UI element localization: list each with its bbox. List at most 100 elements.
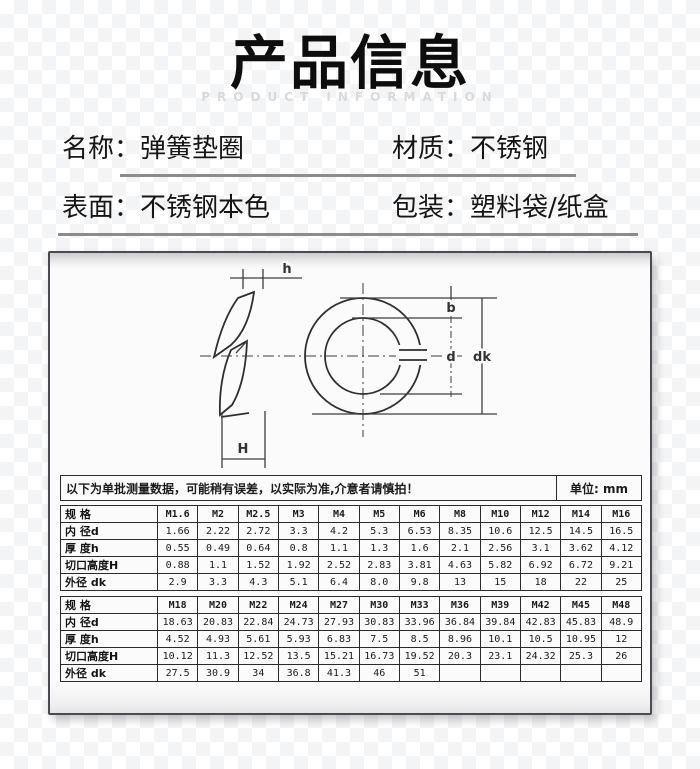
spec-table-small-sizes: 规 格 M1.6 M2 M2.5 M3 M4 M5 M6 M8 M10 M12 M14 M16 内 径d 1… — [60, 505, 643, 592]
spec-value-cell: 10.6 — [479, 522, 521, 541]
spec-size-cell: M27 — [318, 596, 360, 615]
spec-value-cell: 24.32 — [519, 647, 562, 666]
spec-value-cell: 36.84 — [439, 613, 481, 632]
spec-size-cell: M48 — [600, 596, 643, 615]
measurement-notice: 以下为单批测量数据，可能稍有误差，以实际为准,介意者请慎拍！ — [66, 481, 419, 496]
spec-value-cell: 1.1 — [197, 556, 239, 575]
spec-size-cell: M22 — [237, 596, 279, 615]
spec-value-cell: 2.1 — [439, 539, 481, 558]
spec-size-cell: M6 — [398, 505, 441, 524]
spec-value-cell: 7.5 — [358, 630, 400, 649]
spec-size-cell: M1.6 — [156, 505, 199, 524]
spec-value-cell: 1.92 — [277, 556, 320, 575]
spec-value-cell: 2.52 — [318, 556, 360, 575]
spec-value-cell: 8.96 — [439, 630, 481, 649]
spec-value-cell — [479, 664, 521, 683]
spec-value-cell: 3.62 — [560, 539, 602, 558]
spec-value-cell: 34 — [237, 664, 279, 683]
spec-table-row: 规 格 M18 M20 M22 M24 M27 M30 M33 M36 M39 M42 M45 M48 — [60, 596, 643, 615]
spec-value-cell: 18 — [519, 573, 562, 592]
spec-value-cell: 39.84 — [479, 613, 521, 632]
spring-washer-diagram: h H b d dk — [200, 261, 497, 469]
spec-table-row: 内 径d 18.63 20.83 22.84 24.73 27.93 30.83 33.96 3… — [60, 613, 643, 632]
spec-size-cell: M24 — [277, 596, 320, 615]
spec-size-cell: M2.5 — [237, 505, 279, 524]
spec-table-row: 厚 度h 4.52 4.93 5.61 5.93 6.83 7.5 8.5 8.96 10.1 10… — [60, 630, 643, 649]
spec-value-cell: 5.93 — [277, 630, 320, 649]
row-header: 切口高度H — [60, 556, 158, 575]
spec-value-cell: 4.63 — [439, 556, 481, 575]
spec-value-cell: 5.1 — [277, 573, 320, 592]
spec-value-cell: 10.12 — [156, 647, 199, 666]
spec-value-cell: 15 — [479, 573, 521, 592]
row-header: 外径 dk — [60, 664, 158, 683]
spec-value-cell: 9.8 — [398, 573, 441, 592]
spec-value-cell: 0.55 — [156, 539, 199, 558]
attribute-separator: ： — [114, 133, 141, 164]
spec-value-cell: 12 — [600, 630, 643, 649]
spec-value-cell: 10.1 — [479, 630, 521, 649]
spec-value-cell: 42.83 — [519, 613, 562, 632]
spec-value-cell: 1.1 — [318, 539, 360, 558]
row-header: 切口高度H — [60, 647, 158, 666]
spec-value-cell: 4.3 — [237, 573, 279, 592]
spec-value-cell — [519, 664, 562, 683]
dim-label-dk: dk — [473, 350, 491, 365]
row-header: 内 径d — [60, 613, 158, 632]
spec-size-cell: M10 — [479, 505, 521, 524]
spec-value-cell: 27.93 — [318, 613, 360, 632]
spec-value-cell: 48.9 — [600, 613, 643, 632]
spec-value-cell: 4.52 — [156, 630, 199, 649]
spec-value-cell: 6.72 — [560, 556, 602, 575]
spec-value-cell — [560, 664, 602, 683]
attribute-value: 塑料袋/纸盒 — [470, 192, 609, 223]
dim-label-H: H — [238, 442, 249, 457]
spec-value-cell: 0.8 — [277, 539, 320, 558]
spec-value-cell: 20.3 — [439, 647, 481, 666]
spec-value-cell: 12.5 — [519, 522, 562, 541]
spec-value-cell: 0.88 — [156, 556, 199, 575]
spec-value-cell: 26 — [600, 647, 643, 666]
spec-value-cell: 10.5 — [519, 630, 562, 649]
spec-value-cell: 30.9 — [197, 664, 239, 683]
dim-label-b: b — [446, 301, 455, 316]
spec-value-cell: 1.52 — [237, 556, 279, 575]
product-spec-photo: h H b d dk 以下为单批测量数据，可能稍有误差，以实际为准,介意者请慎拍… — [48, 251, 652, 716]
spec-value-cell: 51 — [398, 664, 441, 683]
page-title: 产品信息 — [229, 29, 470, 97]
spec-size-cell: M8 — [439, 505, 481, 524]
spec-value-cell: 2.72 — [237, 522, 279, 541]
spec-value-cell: 6.53 — [398, 522, 441, 541]
spec-value-cell: 10.95 — [560, 630, 602, 649]
spec-value-cell: 5.82 — [479, 556, 521, 575]
dim-label-h: h — [282, 262, 291, 277]
spec-table-row: 厚 度h 0.55 0.49 0.64 0.8 1.1 1.3 1.6 2.1 2.56 3.1 3.… — [60, 539, 643, 558]
spec-table-row: 外径 dk 27.5 30.9 34 36.8 41.3 46 51 — [60, 664, 643, 683]
spec-size-cell: M20 — [197, 596, 239, 615]
spec-size-cell: M5 — [358, 505, 400, 524]
spec-value-cell: 22 — [560, 573, 602, 592]
spec-size-cell: M2 — [197, 505, 239, 524]
spec-value-cell: 12.52 — [237, 647, 279, 666]
spec-value-cell: 14.5 — [560, 522, 602, 541]
spec-value-cell: 1.66 — [156, 522, 199, 541]
row-header: 规 格 — [60, 596, 158, 615]
spec-value-cell: 11.3 — [197, 647, 239, 666]
attribute-label: 包装 — [392, 192, 445, 223]
spec-value-cell: 6.4 — [318, 573, 360, 592]
spec-size-cell: M33 — [398, 596, 441, 615]
attribute-separator: ： — [444, 133, 471, 164]
spec-value-cell: 1.6 — [398, 539, 441, 558]
spec-value-cell: 25 — [600, 573, 643, 592]
spec-value-cell: 3.3 — [277, 522, 320, 541]
spec-value-cell: 5.3 — [358, 522, 400, 541]
attribute-row: 表面：不锈钢本色 包装：塑料袋/纸盒 — [62, 179, 638, 231]
spec-value-cell: 4.12 — [600, 539, 643, 558]
spec-value-cell: 27.5 — [156, 664, 199, 683]
spec-value-cell: 23.1 — [479, 647, 521, 666]
spec-size-cell: M4 — [318, 505, 360, 524]
spec-value-cell: 8.35 — [439, 522, 481, 541]
row-header: 厚 度h — [60, 630, 158, 649]
spec-table-row: 规 格 M1.6 M2 M2.5 M3 M4 M5 M6 M8 M10 M12 M14 M16 — [60, 505, 643, 524]
spec-value-cell: 1.3 — [358, 539, 400, 558]
